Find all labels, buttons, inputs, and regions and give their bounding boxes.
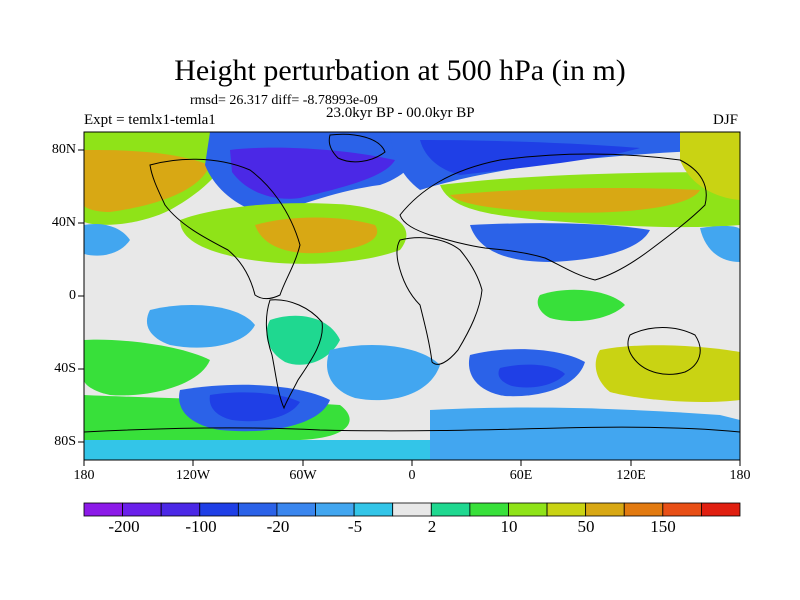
lat-label-80s: 80S	[54, 434, 76, 449]
lon-label-120w: 120W	[175, 468, 211, 483]
colorbar-box	[122, 502, 162, 517]
coastline-south-america	[265, 299, 323, 410]
colorbar-label-4: -5	[347, 517, 363, 536]
strong-pos-eurasia	[450, 187, 700, 213]
colorbar-box	[237, 502, 278, 517]
strong-neg-antarctic-pacific	[209, 392, 300, 422]
strong-pos-nw-pacific	[84, 150, 210, 212]
neg-region-west-pacific-40n	[84, 223, 130, 256]
statistics-label: rmsd= 26.317 diff= -8.78993e-09	[190, 93, 378, 108]
coastlines	[84, 133, 740, 433]
colorbar-box	[160, 502, 201, 517]
colorbar-box	[623, 502, 664, 517]
lon-label-60w: 60W	[289, 468, 317, 483]
pos-region-nw-america	[680, 132, 740, 200]
coastline-australia	[627, 327, 701, 375]
lon-label-60e: 60E	[509, 468, 533, 483]
lat-label-equator: 0	[69, 288, 76, 303]
strong-neg-south-indian	[498, 364, 565, 388]
coastline-greenland	[328, 133, 386, 163]
colorbar-box	[392, 502, 432, 517]
weak-pos-africa	[537, 289, 625, 322]
colorbar-box	[83, 502, 123, 517]
coastline-eurasia	[399, 153, 707, 281]
pos-region-south-pacific-40s	[84, 339, 210, 396]
axis-ticks	[78, 149, 741, 466]
lat-label-40n: 40N	[51, 215, 76, 230]
coastline-africa	[396, 237, 483, 365]
colorbar-label-8: 150	[650, 517, 676, 536]
pos-region-south-indian	[595, 345, 740, 403]
colorbar	[83, 502, 741, 517]
colorbar-label-5: 2	[427, 517, 437, 536]
neg-region-south-atlantic	[327, 345, 440, 401]
lat-label-80n: 80N	[51, 142, 76, 157]
coastline-north-america	[149, 158, 301, 300]
colorbar-box	[508, 502, 548, 517]
colorbar-box	[701, 502, 741, 517]
colorbar-box	[315, 502, 355, 517]
neg-region-south-pacific	[146, 305, 255, 348]
colorbar-box	[276, 502, 316, 517]
colorbar-label-6: 10	[500, 517, 518, 536]
colorbar-box	[469, 502, 509, 517]
neg-region-antarctic-east	[430, 407, 740, 460]
season-label: DJF	[713, 112, 739, 128]
colorbar-box	[199, 502, 239, 517]
colorbar-label-2: -100	[185, 517, 217, 536]
coastline-antarctica	[84, 426, 740, 433]
period-label: 23.0kyr BP - 00.0kyr BP	[326, 105, 475, 121]
lon-label-180w: 180	[73, 468, 95, 483]
lat-label-40s: 40S	[54, 361, 76, 376]
lon-label-180e: 180	[729, 468, 751, 483]
experiment-label: Expt = temlx1-temla1	[84, 112, 216, 128]
neg-region-asia	[470, 223, 650, 262]
lon-label-0: 0	[408, 468, 416, 483]
strong-pos-atlantic	[255, 217, 378, 254]
chart-title: Height perturbation at 500 hPa (in m)	[174, 54, 626, 87]
colorbar-box	[353, 502, 394, 517]
colorbar-box	[430, 502, 471, 517]
colorbar-box	[546, 502, 587, 517]
neg-region-east-pacific-40n	[700, 225, 740, 262]
colorbar-box	[662, 502, 702, 517]
lon-label-120e: 120E	[616, 468, 646, 483]
colorbar-label-1: -200	[108, 517, 140, 536]
weak-pos-south-america	[266, 315, 340, 365]
colorbar-label-3: -20	[266, 517, 290, 536]
colorbar-label-7: 50	[577, 517, 595, 536]
colorbar-box	[585, 502, 625, 517]
weak-neg-antarctic-west	[84, 440, 430, 460]
strong-neg-north-america	[230, 147, 395, 199]
